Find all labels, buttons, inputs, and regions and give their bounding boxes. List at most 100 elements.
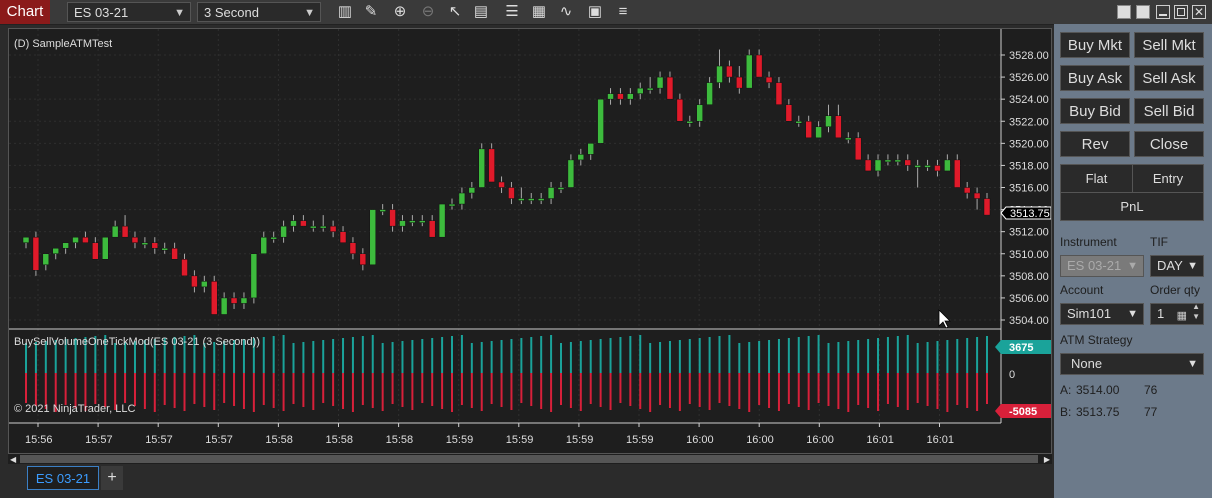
time-axis-label: 16:01 [866,434,894,446]
sell-mkt-button[interactable]: Sell Mkt [1134,32,1204,58]
last-price-marker [1000,206,1051,220]
candle [825,104,832,133]
candle [835,104,842,139]
position-box: Flat Entry PnL [1060,164,1204,221]
tif-select[interactable]: DAY ▼ [1150,255,1204,277]
time-axis-label: 15:57 [85,434,113,446]
maximize-icon[interactable] [1174,5,1188,19]
candle [270,231,277,243]
price-axis-label: 3524.00 [1009,94,1049,106]
candle [399,215,406,232]
properties-icon[interactable]: ☰ [505,3,519,20]
price-axis-label: 3512.00 [1009,227,1049,239]
buy-bid-button[interactable]: Buy Bid [1060,98,1130,124]
candle [557,181,565,194]
candle [973,187,981,210]
atm-strategy-select[interactable]: None ▼ [1060,353,1204,375]
candle [419,215,426,227]
candle [745,49,753,89]
candle [755,49,763,78]
interval-selector-value: 3 Second [204,5,259,20]
candle [22,236,30,249]
strategies-icon[interactable]: ∿ [559,3,573,20]
candle [845,132,852,144]
price-axis-label: 3526.00 [1009,72,1049,84]
templates-icon[interactable]: ▣ [587,3,603,20]
price-axis-label: 3504.00 [1009,315,1049,327]
instrument-label: Instrument [1060,235,1117,249]
candle [210,275,218,315]
copyright-label: © 2021 NinjaTrader, LLC [14,403,135,415]
minimize-icon[interactable] [1156,5,1170,19]
more-icon[interactable]: ≡ [618,3,628,20]
close-window-icon[interactable]: ✕ [1192,5,1206,19]
chart-panel[interactable]: 3528.00 3526.00 3524.00 3522.00 3520.00 3518.… [8,28,1052,454]
chevron-down-icon: ▼ [1187,260,1198,272]
candle [944,154,951,172]
candle [716,49,723,89]
pointer-icon[interactable]: ↖ [448,3,462,20]
scroll-right-icon[interactable]: ▶ [1043,455,1050,464]
buy-ask-button[interactable]: Buy Ask [1060,65,1130,91]
tab-es-03-21[interactable]: ES 03-21 [27,466,99,490]
account-select[interactable]: Sim101 ▼ [1060,303,1144,325]
sell-ask-button[interactable]: Sell Ask [1134,65,1204,91]
order-qty-input[interactable]: 1 ▦ ▲ ▼ [1150,302,1204,325]
scroll-thumb[interactable] [20,455,1038,463]
candle [438,203,446,238]
account-select-value: Sim101 [1067,306,1112,321]
chevron-down-icon: ▼ [174,7,185,19]
zoom-out-icon[interactable]: ⊖ [421,3,435,20]
bar-type-icon[interactable]: ▥ [337,3,353,20]
add-tab-button[interactable]: + [101,466,123,490]
reverse-button[interactable]: Rev [1060,131,1130,157]
interval-selector[interactable]: 3 Second ▼ [197,2,321,22]
candle [250,253,258,304]
tile-window-icon[interactable] [1117,5,1131,19]
chevron-down-icon: ▼ [304,7,315,19]
candle [349,237,357,260]
candle [726,60,733,83]
price-axis-label: 3528.00 [1009,50,1049,62]
candle [785,99,793,122]
zoom-in-icon[interactable]: ⊕ [393,3,407,20]
ask-price: 3514.00 [1076,383,1120,397]
chart-menu-button[interactable]: Chart [0,0,50,24]
buy-volume-marker [995,340,1051,354]
scroll-left-icon[interactable]: ◀ [10,455,17,464]
qty-stepper-icon[interactable]: ▲ ▼ [1192,302,1200,321]
chart-canvas[interactable]: 3528.00 3526.00 3524.00 3522.00 3520.00 3518.… [9,29,1051,453]
candle [141,237,149,249]
draw-tools-icon[interactable]: ✎ [364,3,378,20]
candle [924,159,931,171]
account-label: Account [1060,283,1104,297]
candle [607,88,614,105]
time-axis-label: 15:57 [205,434,233,446]
candle [597,98,604,144]
ask-size: 76 [1144,383,1158,397]
time-axis-label: 15:58 [326,434,354,446]
candle [646,77,654,94]
instrument-selector[interactable]: ES 03-21 ▼ [67,2,191,22]
candle [151,237,159,254]
ask-label: A: [1060,383,1072,397]
candle [567,154,575,188]
candle [319,215,327,232]
tile-window-2-icon[interactable] [1136,5,1150,19]
instrument-field[interactable]: ES 03-21 ▼ [1060,255,1144,277]
candle [676,93,684,122]
data-box-icon[interactable]: ▤ [473,3,489,20]
price-axis-label: 3520.00 [1009,138,1049,150]
time-axis-label: 16:01 [927,434,955,446]
buy-mkt-button[interactable]: Buy Mkt [1060,32,1130,58]
chevron-down-icon: ▼ [1187,358,1198,370]
time-axis-label: 15:59 [446,434,474,446]
indicators-icon[interactable]: ▦ [531,3,547,20]
price-axis-label: 3522.00 [1009,116,1049,128]
candle [666,71,674,100]
calculator-icon[interactable]: ▦ [1176,310,1187,322]
close-position-button[interactable]: Close [1134,131,1204,157]
horizontal-scrollbar[interactable]: ◀ ▶ [8,454,1052,464]
sell-bid-button[interactable]: Sell Bid [1134,98,1204,124]
candle [488,143,495,183]
